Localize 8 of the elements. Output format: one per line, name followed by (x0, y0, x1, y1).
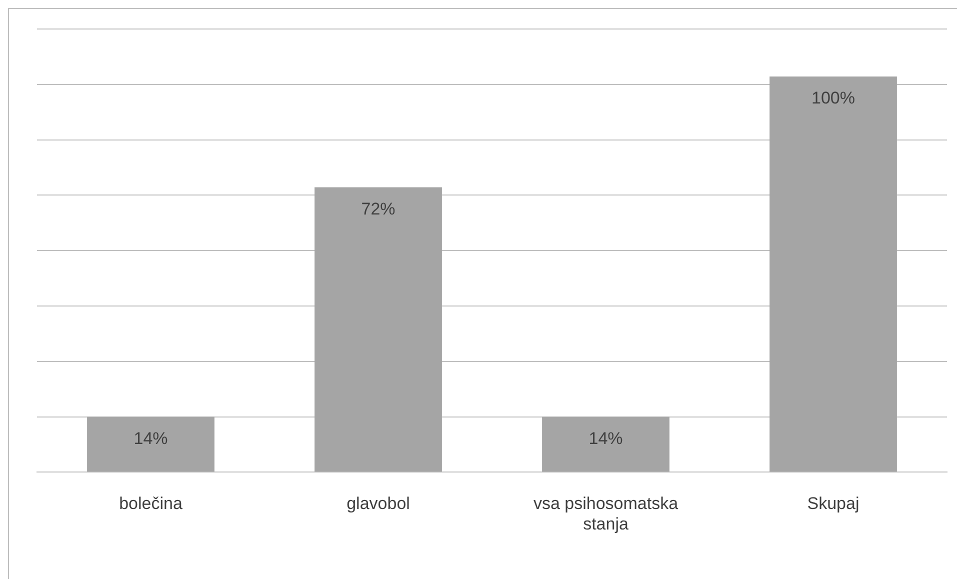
data-label: 100% (812, 88, 855, 108)
x-tick-label: vsa psihosomatska stanja (533, 494, 679, 534)
data-label: 72% (361, 199, 396, 218)
x-tick-label: bolečina (119, 494, 183, 514)
x-tick-label: Skupaj (807, 494, 860, 514)
data-label: 14% (588, 428, 623, 448)
data-label: 14% (134, 428, 168, 448)
x-tick-label: glavobol (346, 494, 410, 514)
